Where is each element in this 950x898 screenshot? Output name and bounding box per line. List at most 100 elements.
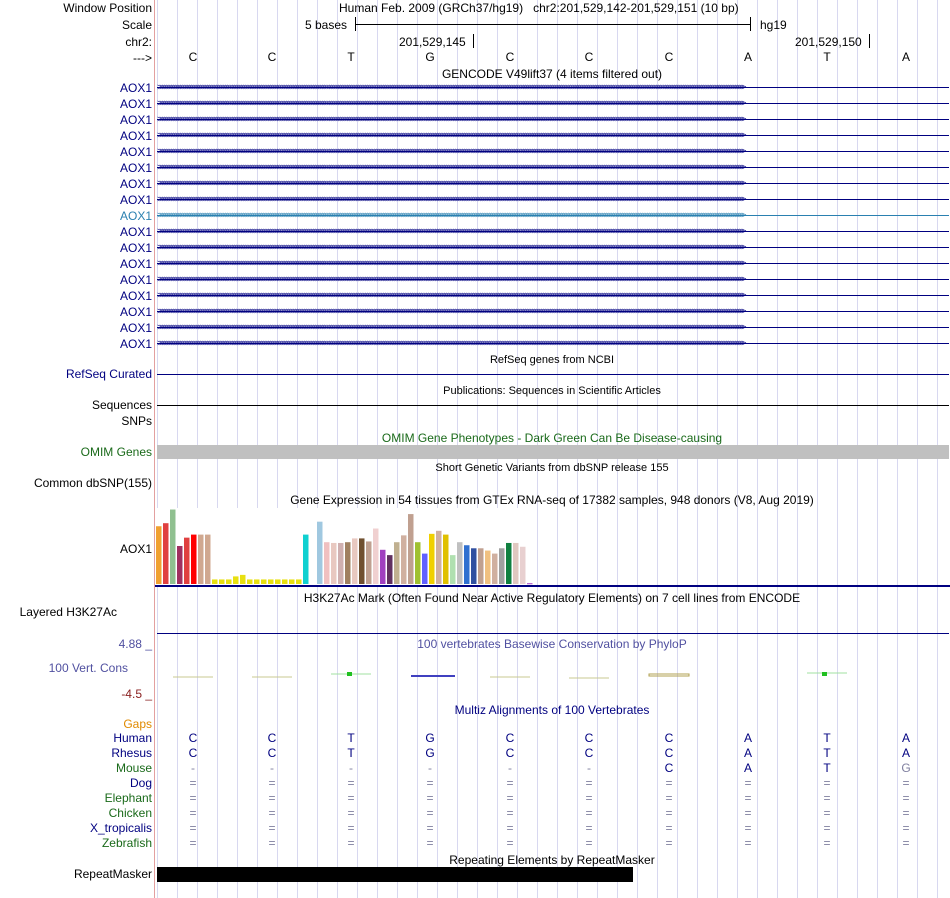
gencode-transcript-line[interactable] bbox=[157, 167, 949, 168]
omim-gene-bar[interactable] bbox=[157, 445, 949, 459]
gtex-bar bbox=[170, 509, 176, 584]
dbsnp-label[interactable]: Common dbSNP(155) bbox=[33, 476, 152, 490]
sequences-label[interactable]: Sequences bbox=[91, 398, 152, 412]
multiz-base: = bbox=[506, 821, 514, 835]
gencode-transcript-line[interactable] bbox=[157, 103, 949, 104]
snps-label[interactable]: SNPs bbox=[121, 414, 152, 428]
gencode-transcript-line[interactable] bbox=[157, 87, 949, 88]
gtex-bar bbox=[156, 526, 162, 584]
gencode-transcript-line[interactable] bbox=[157, 327, 949, 328]
multiz-base: C bbox=[584, 731, 594, 745]
gencode-title[interactable]: GENCODE V49lift37 (4 items filtered out) bbox=[441, 67, 663, 81]
publications-title[interactable]: Publications: Sequences in Scientific Ar… bbox=[443, 385, 661, 397]
multiz-species-label[interactable]: Dog bbox=[129, 776, 152, 790]
gencode-row-label[interactable]: AOX1 bbox=[119, 97, 152, 111]
multiz-base: = bbox=[744, 836, 752, 850]
gencode-row-label[interactable]: AOX1 bbox=[119, 321, 152, 335]
gencode-row-label[interactable]: AOX1 bbox=[119, 337, 152, 351]
multiz-title[interactable]: Multiz Alignments of 100 Vertebrates bbox=[454, 703, 650, 717]
gtex-bar bbox=[198, 534, 204, 584]
h3k27ac-title[interactable]: H3K27Ac Mark (Often Found Near Active Re… bbox=[303, 591, 801, 605]
multiz-base: = bbox=[426, 806, 434, 820]
gtex-bar bbox=[268, 579, 274, 584]
gencode-strand-arrows: >>>>>>>>>>>>>>>>>>>>>>>>>>>>>>>>>>>>>>>>… bbox=[157, 275, 747, 284]
omim-title[interactable]: OMIM Gene Phenotypes - Dark Green Can Be… bbox=[381, 431, 723, 445]
phylop-mark bbox=[822, 672, 827, 676]
gtex-bar bbox=[485, 550, 491, 584]
refseq-title[interactable]: RefSeq genes from NCBI bbox=[489, 354, 615, 366]
multiz-species-label[interactable]: Elephant bbox=[104, 791, 152, 805]
gencode-transcript-line[interactable] bbox=[157, 231, 949, 232]
phylop-plot[interactable] bbox=[155, 662, 950, 686]
reference-base: C bbox=[664, 50, 674, 64]
multiz-species-label[interactable]: Zebrafish bbox=[101, 836, 152, 850]
gencode-row-label[interactable]: AOX1 bbox=[119, 81, 152, 95]
gencode-row-label[interactable]: AOX1 bbox=[119, 177, 152, 191]
gtex-bar-chart[interactable] bbox=[155, 508, 950, 588]
gencode-row-label[interactable]: AOX1 bbox=[119, 113, 152, 127]
multiz-base: = bbox=[189, 806, 197, 820]
multiz-species-label[interactable]: X_tropicalis bbox=[89, 821, 152, 835]
gencode-transcript-line[interactable] bbox=[157, 151, 949, 152]
repeatmasker-label[interactable]: RepeatMasker bbox=[73, 867, 152, 881]
sequences-line[interactable] bbox=[157, 405, 949, 406]
gencode-transcript-line[interactable] bbox=[157, 135, 949, 136]
multiz-base: = bbox=[268, 791, 276, 805]
multiz-species-label[interactable]: Human bbox=[113, 731, 152, 745]
gencode-transcript-line[interactable] bbox=[157, 183, 949, 184]
multiz-base: A bbox=[901, 746, 910, 760]
gencode-transcript-line[interactable] bbox=[157, 295, 949, 296]
gencode-row-label[interactable]: AOX1 bbox=[119, 225, 152, 239]
gtex-title[interactable]: Gene Expression in 54 tissues from GTEx … bbox=[290, 493, 814, 507]
repeatmasker-title[interactable]: Repeating Elements by RepeatMasker bbox=[449, 853, 655, 867]
gtex-bar bbox=[240, 574, 246, 584]
multiz-base: = bbox=[506, 776, 514, 790]
dbsnp-title[interactable]: Short Genetic Variants from dbSNP releas… bbox=[435, 462, 669, 474]
omim-label[interactable]: OMIM Genes bbox=[80, 445, 152, 459]
refseq-label[interactable]: RefSeq Curated bbox=[65, 367, 152, 381]
multiz-base: = bbox=[506, 836, 514, 850]
refseq-gene-line[interactable] bbox=[157, 374, 949, 375]
gencode-row-label[interactable]: AOX1 bbox=[119, 257, 152, 271]
gencode-row-label[interactable]: AOX1 bbox=[119, 241, 152, 255]
multiz-species-label[interactable]: Mouse bbox=[115, 761, 152, 775]
multiz-species-label[interactable]: Chicken bbox=[108, 806, 152, 820]
gencode-row-label[interactable]: AOX1 bbox=[119, 289, 152, 303]
h3k27ac-label[interactable]: Layered H3K27Ac bbox=[19, 605, 117, 619]
multiz-base: - bbox=[587, 761, 591, 775]
multiz-base: = bbox=[902, 776, 910, 790]
reference-base: T bbox=[823, 50, 831, 64]
gencode-transcript-line[interactable] bbox=[157, 263, 949, 264]
repeatmasker-element[interactable] bbox=[157, 867, 633, 882]
multiz-base: = bbox=[189, 836, 197, 850]
gencode-strand-arrows: >>>>>>>>>>>>>>>>>>>>>>>>>>>>>>>>>>>>>>>>… bbox=[157, 323, 747, 332]
gencode-transcript-line[interactable] bbox=[157, 343, 949, 344]
multiz-species-label[interactable]: Rhesus bbox=[111, 746, 152, 760]
scale-bar bbox=[355, 17, 751, 31]
gencode-transcript-line[interactable] bbox=[157, 279, 949, 280]
gencode-row-label[interactable]: AOX1 bbox=[119, 161, 152, 175]
gencode-row-label[interactable]: AOX1 bbox=[119, 129, 152, 143]
gencode-row-label[interactable]: AOX1 bbox=[119, 193, 152, 207]
coord-tick-mark-2 bbox=[869, 34, 870, 48]
label-separator bbox=[154, 0, 155, 898]
gencode-transcript-line[interactable] bbox=[157, 311, 949, 312]
phylop-title[interactable]: 100 vertebrates Basewise Conservation by… bbox=[417, 637, 687, 651]
gencode-transcript-line[interactable] bbox=[157, 215, 949, 216]
gencode-transcript-line[interactable] bbox=[157, 199, 949, 200]
gencode-transcript-line[interactable] bbox=[157, 119, 949, 120]
phylop-min: -4.5 _ bbox=[121, 687, 152, 701]
gencode-row-label[interactable]: AOX1 bbox=[119, 145, 152, 159]
gencode-transcript-line[interactable] bbox=[157, 247, 949, 248]
multiz-base: = bbox=[665, 776, 673, 790]
multiz-base: = bbox=[823, 836, 831, 850]
gtex-bar bbox=[317, 521, 323, 584]
multiz-base: A bbox=[743, 731, 752, 745]
gencode-row-label[interactable]: AOX1 bbox=[119, 209, 152, 223]
gtex-bar bbox=[331, 542, 337, 584]
phylop-label[interactable]: 100 Vert. Cons bbox=[48, 661, 128, 675]
gencode-row-label[interactable]: AOX1 bbox=[119, 305, 152, 319]
gencode-row-label[interactable]: AOX1 bbox=[119, 273, 152, 287]
multiz-base: = bbox=[189, 776, 197, 790]
gtex-label[interactable]: AOX1 bbox=[119, 542, 152, 556]
